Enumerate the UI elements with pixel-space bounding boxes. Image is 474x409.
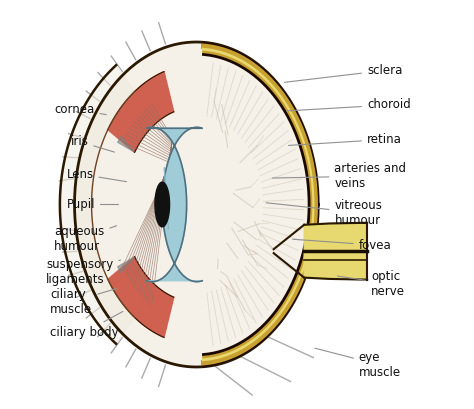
Text: iris: iris [71,135,115,152]
Text: arteries and
veins: arteries and veins [272,162,407,190]
Polygon shape [118,257,135,273]
Polygon shape [108,257,174,337]
Text: ciliary body: ciliary body [50,311,123,339]
Text: sclera: sclera [284,64,402,82]
Text: fovea: fovea [292,238,392,252]
Text: Lens: Lens [66,168,127,182]
Text: retina: retina [289,133,402,146]
Text: Pupil: Pupil [66,198,118,211]
Polygon shape [146,127,202,282]
Text: aqueous
humour: aqueous humour [54,225,117,253]
Text: choroid: choroid [286,99,411,112]
Text: ciliary
muscle: ciliary muscle [50,288,117,316]
Text: eye
muscle: eye muscle [315,348,401,379]
Text: cornea: cornea [54,103,106,115]
Polygon shape [60,65,135,344]
Text: suspensory
ligaments: suspensory ligaments [46,258,120,285]
Polygon shape [118,136,135,152]
Polygon shape [304,223,367,280]
Polygon shape [108,72,174,152]
Polygon shape [74,42,318,367]
Text: vitreous
humour: vitreous humour [266,199,383,227]
Polygon shape [155,182,170,227]
Text: optic
nerve: optic nerve [337,270,405,298]
